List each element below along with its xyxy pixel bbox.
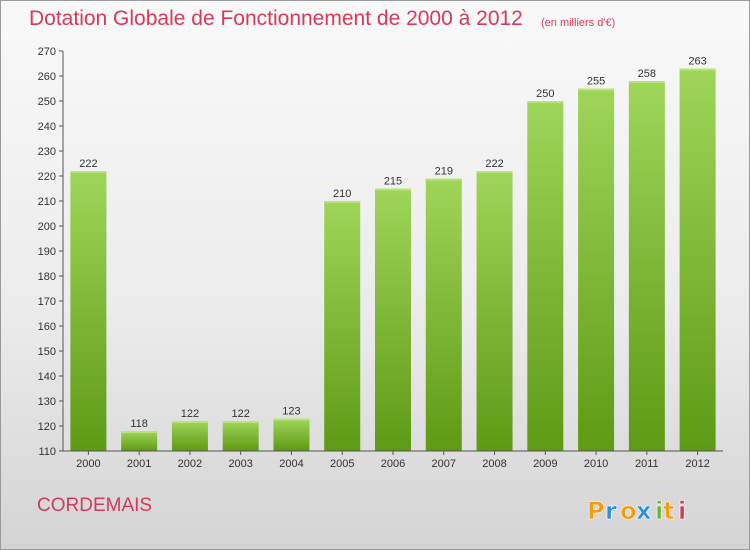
- bar: [324, 201, 361, 451]
- bar-highlight: [324, 201, 361, 203]
- y-tick-label: 230: [38, 146, 56, 158]
- y-tick-label: 120: [38, 421, 56, 433]
- y-tick-label: 210: [38, 196, 56, 208]
- bar-highlight: [121, 431, 158, 433]
- x-tick-label: 2005: [330, 458, 354, 470]
- bar-highlight: [425, 178, 462, 181]
- bar: [70, 171, 107, 451]
- bar: [171, 421, 208, 451]
- x-tick-label: 2003: [228, 458, 252, 470]
- x-tick-label: 2007: [432, 458, 456, 470]
- bar-highlight: [273, 418, 310, 421]
- data-label: 118: [130, 418, 148, 430]
- y-tick-label: 150: [38, 346, 56, 358]
- x-tick-label: 2010: [584, 458, 608, 470]
- data-label: 123: [282, 406, 300, 418]
- y-tick-label: 160: [38, 321, 56, 333]
- bar-highlight: [375, 188, 411, 191]
- bar-highlight: [628, 81, 665, 83]
- data-label: 250: [536, 88, 554, 100]
- logo-letter: t: [663, 497, 674, 525]
- logo-letter: x: [636, 497, 652, 525]
- x-tick-label: 2012: [685, 458, 709, 470]
- data-label: 122: [181, 408, 199, 420]
- data-label: 263: [688, 56, 706, 68]
- bar: [628, 81, 665, 451]
- bar-highlight: [476, 171, 513, 173]
- logo-letter: r: [605, 497, 617, 525]
- y-axis: 110 120 130 140 150 160 170 180 190 200 210 220 230 2…: [38, 46, 64, 458]
- bar: [476, 171, 513, 451]
- bar: [375, 188, 411, 451]
- x-tick-label: 2009: [533, 458, 557, 470]
- bar: [273, 418, 310, 451]
- data-label: 122: [232, 408, 250, 420]
- bar-highlight: [70, 171, 107, 173]
- bar-highlight: [527, 101, 564, 103]
- bar: [679, 68, 716, 451]
- y-tick-label: 180: [38, 271, 56, 283]
- logo-letter: P: [587, 497, 605, 525]
- y-tick-label: 200: [38, 221, 56, 233]
- data-label: 222: [79, 158, 97, 170]
- x-tick-label: 2006: [381, 458, 405, 470]
- data-label: 215: [384, 176, 402, 188]
- data-label: 210: [333, 188, 351, 200]
- data-label: 255: [587, 76, 605, 88]
- y-tick-label: 260: [38, 71, 56, 83]
- y-tick-label: 110: [38, 446, 56, 458]
- y-tick-label: 170: [38, 296, 56, 308]
- y-tick-label: 130: [38, 396, 56, 408]
- x-tick-label: 2004: [279, 458, 303, 470]
- x-axis: 2000 2001 2002 2003 2004 2005 2006 2007 2008 2009…: [63, 450, 723, 470]
- bar-highlight: [679, 68, 716, 71]
- y-tick-label: 240: [38, 121, 56, 133]
- place-name: CORDEMAIS: [37, 495, 153, 516]
- x-tick-label: 2008: [482, 458, 506, 470]
- y-tick-label: 220: [38, 171, 56, 183]
- bar-highlight: [171, 421, 208, 423]
- bar: [425, 178, 462, 451]
- y-tick-label: 190: [38, 246, 56, 258]
- logo-letter: i: [678, 497, 686, 525]
- bar-highlight: [222, 421, 259, 423]
- bar-highlight: [578, 88, 615, 91]
- y-tick-label: 250: [38, 96, 56, 108]
- bars: 222 118 122 122 123 210 215 219 222 250 255 258 263: [70, 56, 716, 451]
- chart-title: Dotation Globale de Fonctionnement de 20…: [29, 7, 523, 30]
- x-tick-label: 2000: [76, 458, 100, 470]
- x-tick-label: 2011: [635, 458, 659, 470]
- bar: [527, 101, 564, 451]
- chart-subtitle: (en milliers d'€): [541, 17, 616, 29]
- logo-letter: i: [655, 497, 663, 525]
- bar: [578, 88, 615, 451]
- x-tick-label: 2002: [178, 458, 202, 470]
- bar: [222, 421, 259, 451]
- y-tick-label: 140: [38, 371, 56, 383]
- logo-letter: o: [620, 497, 637, 525]
- data-label: 258: [638, 68, 656, 80]
- y-tick-label: 270: [38, 46, 56, 58]
- data-label: 219: [435, 166, 453, 178]
- x-tick-label: 2001: [127, 458, 151, 470]
- bar: [121, 431, 158, 451]
- data-label: 222: [485, 158, 503, 170]
